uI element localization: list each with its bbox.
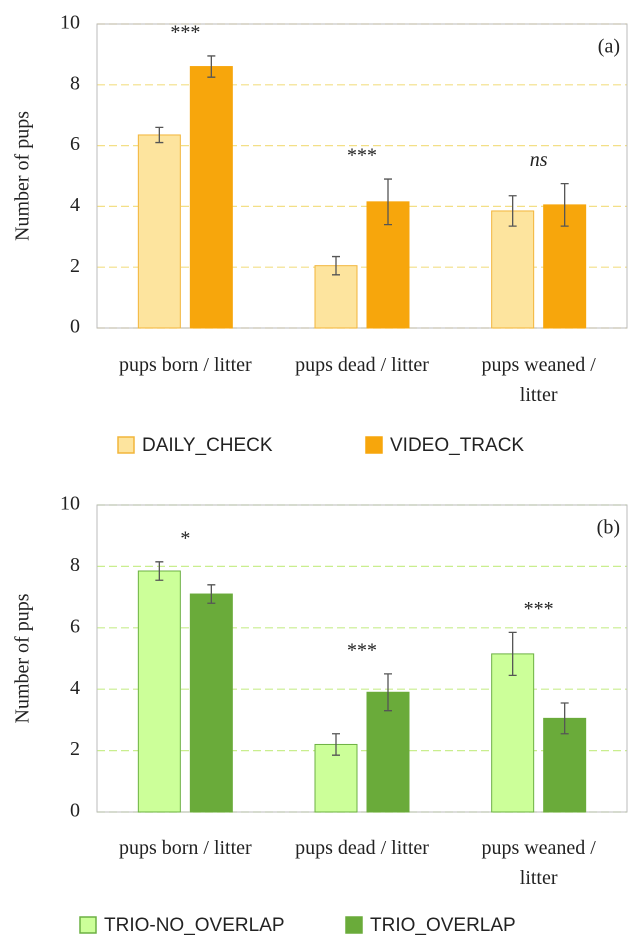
error-bar [207,584,216,604]
error-bar [207,55,216,78]
x-tick-label: pups dead / litter [295,354,429,376]
legend-swatch [345,916,363,934]
bar [314,265,358,329]
bar [491,210,535,329]
significance-label: *** [524,598,554,620]
panel-label: (a) [598,36,620,58]
error-bar [508,195,517,227]
x-tick-label: pups weaned / litter [481,354,596,406]
x-tick-label: pups weaned / litter [481,837,596,889]
error-bar [332,255,340,276]
y-tick-label: 4 [70,677,80,699]
legend-label: TRIO-NO_OVERLAP [104,915,285,936]
error-bar [560,182,569,227]
error-bar [155,126,164,144]
y-tick-label: 10 [60,493,80,515]
significance-label: *** [347,145,377,167]
error-bar [508,631,517,677]
significance-label: * [180,527,190,549]
x-tick-label: pups dead / litter [295,837,429,859]
error-bar [384,178,392,226]
error-bar [384,673,392,712]
significance-label: *** [347,639,377,661]
y-tick-label: 2 [70,738,80,760]
legend-swatch [365,436,383,454]
legend-label: DAILY_CHECK [142,435,273,456]
y-tick-label: 4 [70,194,80,216]
error-bar [332,733,340,756]
bar [189,593,233,813]
bar [137,570,181,813]
significance-label: *** [170,22,200,44]
y-tick-label: 6 [70,615,80,637]
bar [366,691,410,813]
y-tick-label: 0 [70,316,80,338]
plot-frame [96,504,628,813]
y-tick-label: 8 [70,554,80,576]
legend-swatch [79,916,97,934]
y-axis-title: Number of pups [12,111,34,241]
y-axis-title: Number of pups [12,593,34,723]
error-bar [560,702,569,735]
bar [491,653,535,813]
legend-label: TRIO_OVERLAP [370,915,516,936]
y-tick-label: 6 [70,133,80,155]
legend-label: VIDEO_TRACK [390,435,524,456]
panel-label: (b) [597,517,620,539]
significance-label: ns [530,149,548,171]
y-tick-label: 10 [60,12,80,34]
error-bar [155,561,164,581]
y-tick-label: 8 [70,72,80,94]
plot-frame [96,23,628,329]
y-tick-label: 2 [70,255,80,277]
bar [366,201,410,329]
legend-swatch [117,436,135,454]
bar [189,66,233,329]
y-tick-label: 0 [70,800,80,822]
x-tick-label: pups born / litter [118,354,252,376]
x-tick-label: pups born / litter [118,837,252,859]
bar [137,134,181,329]
